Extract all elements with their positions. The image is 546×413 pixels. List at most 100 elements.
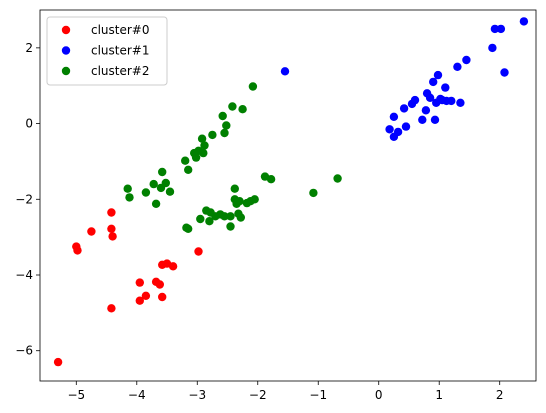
data-point <box>194 247 203 256</box>
data-point <box>199 148 208 158</box>
legend-label: cluster#2 <box>91 64 150 78</box>
data-point <box>250 195 259 204</box>
data-point <box>235 197 244 206</box>
x-tick-label: −1 <box>309 388 327 402</box>
data-point <box>73 246 82 255</box>
data-point <box>280 67 290 76</box>
data-point <box>158 167 167 177</box>
data-point <box>425 93 435 103</box>
data-point <box>222 121 231 130</box>
data-point <box>141 188 151 197</box>
y-tick-label: −4 <box>15 268 33 282</box>
data-point <box>107 208 116 217</box>
data-point <box>205 217 214 226</box>
data-point <box>236 213 245 222</box>
data-point <box>181 156 190 165</box>
data-point <box>399 104 409 113</box>
data-point <box>266 175 276 184</box>
data-point <box>197 134 207 143</box>
data-point <box>490 24 500 34</box>
data-point <box>393 127 403 137</box>
data-point <box>107 224 116 233</box>
data-point <box>155 280 164 289</box>
data-point <box>447 96 456 106</box>
data-point <box>107 304 116 313</box>
axes-frame <box>39 9 537 382</box>
data-point <box>200 141 209 150</box>
data-point <box>238 105 247 114</box>
x-axis: −5 −4 −3 −2 −1 0 1 2 <box>67 381 504 402</box>
y-tick-label: −2 <box>15 192 33 206</box>
data-point <box>149 179 158 189</box>
data-point <box>108 232 117 241</box>
data-point <box>123 184 132 193</box>
data-point <box>500 68 509 77</box>
data-point <box>248 82 258 91</box>
x-tick-label: −3 <box>188 388 206 402</box>
data-point <box>418 115 427 125</box>
data-point <box>168 262 178 271</box>
legend-marker <box>61 25 71 35</box>
data-point <box>208 130 217 140</box>
data-point <box>184 224 193 233</box>
data-point <box>196 214 205 224</box>
data-point <box>220 128 229 138</box>
series-1 <box>280 17 529 141</box>
data-point <box>429 77 438 87</box>
data-point <box>158 292 167 302</box>
data-point <box>125 193 134 202</box>
x-tick-label: 2 <box>496 388 504 402</box>
data-point <box>135 296 144 305</box>
data-point <box>496 24 506 34</box>
legend-marker <box>61 46 71 55</box>
x-tick-label: −2 <box>249 388 267 402</box>
data-point <box>220 212 229 221</box>
data-point <box>226 222 235 231</box>
legend: cluster#0 cluster#1 cluster#2 <box>46 16 168 86</box>
y-axis: −6 −4 −2 0 2 <box>15 41 40 358</box>
data-point <box>228 102 237 111</box>
legend-marker <box>61 66 71 76</box>
legend-box <box>46 16 168 86</box>
data-point <box>519 17 529 26</box>
x-tick-label: 0 <box>375 388 383 402</box>
data-point <box>389 112 399 122</box>
x-tick-label: −4 <box>128 388 146 402</box>
series-2 <box>123 82 342 233</box>
legend-label: cluster#1 <box>91 44 150 58</box>
data-point <box>191 153 201 162</box>
data-point <box>453 62 462 71</box>
data-point <box>230 184 239 193</box>
data-point <box>87 227 96 236</box>
y-tick-label: 0 <box>25 117 33 131</box>
legend-label: cluster#0 <box>91 23 150 37</box>
data-point <box>456 98 465 108</box>
data-point <box>430 115 440 125</box>
data-point <box>53 357 63 367</box>
data-point <box>165 187 175 196</box>
data-point <box>135 278 144 287</box>
data-point <box>161 178 170 188</box>
data-point <box>421 106 431 115</box>
data-point <box>184 165 193 174</box>
x-tick-label: 1 <box>435 388 443 402</box>
data-point <box>433 70 443 80</box>
data-point <box>488 43 497 53</box>
data-point <box>218 111 227 121</box>
y-tick-label: 2 <box>25 41 33 55</box>
data-point <box>226 212 235 221</box>
x-tick-label: −5 <box>67 388 85 402</box>
data-point <box>141 291 151 300</box>
plot-area <box>53 17 529 367</box>
data-point <box>385 125 394 134</box>
data-point <box>151 199 161 208</box>
data-point <box>309 188 318 198</box>
y-tick-label: −6 <box>15 344 33 358</box>
data-point <box>401 122 411 131</box>
data-point <box>333 174 342 183</box>
data-point <box>441 83 450 92</box>
data-point <box>462 55 471 65</box>
series-0 <box>53 208 203 367</box>
data-point <box>410 95 420 105</box>
